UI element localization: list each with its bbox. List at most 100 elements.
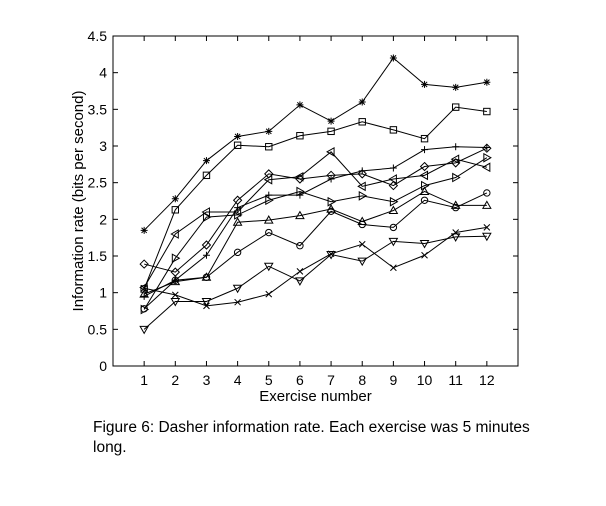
y-tick-label: 3.5 [88,101,108,117]
triangle-left-marker [357,181,366,192]
series-layer [139,54,492,335]
triangle-down-marker [481,232,492,242]
x-tick-label: 12 [479,372,495,388]
plot-area [112,35,519,367]
asterisk-marker [421,80,429,88]
diamond-marker [139,259,149,269]
triangle-left-marker [263,174,273,185]
asterisk-marker [327,117,335,125]
diamond-marker [388,180,399,191]
circle-marker [420,196,429,204]
triangle-up-marker [481,200,492,209]
triangle-right-marker [452,172,461,183]
square-marker [420,134,429,143]
triangle-down-marker [295,277,305,286]
y-tick-label: 2.5 [88,175,108,191]
plus-marker [452,143,460,151]
series-asterisk [140,54,491,234]
x-tick-label: 5 [265,372,273,388]
diamond-marker [357,169,367,179]
plus-marker [389,164,397,172]
diamond-marker [201,240,212,250]
x-axis: 1 2 3 4 5 6 7 8 9 10 11 12 [140,36,495,388]
x-tick-label: 9 [389,372,397,388]
circle-marker [233,248,242,257]
plus-marker [483,143,491,151]
series-diamond [139,143,492,277]
cross-marker [483,224,491,231]
series-line-asterisk [143,57,487,231]
plus-marker [202,251,210,259]
diamond-marker [419,161,430,172]
line-chart: 00.511.522.533.544.5 1 2 3 4 5 6 7 8 9 10 11 12 Exe… [70,28,519,405]
triangle-left-marker [139,282,148,293]
triangle-right-marker [234,210,243,220]
triangle-down-marker [419,240,430,249]
triangle-left-marker [388,174,397,184]
square-marker [483,107,491,116]
triangle-down-marker [232,284,243,294]
triangle-down-marker [201,297,212,307]
series-line-triangle-right [143,157,488,310]
x-axis-label: Exercise number [259,388,372,405]
triangle-right-marker [296,186,305,197]
x-tick-label: 2 [171,372,179,388]
square-marker [171,206,180,214]
triangle-down-marker [263,262,274,272]
asterisk-marker [296,101,304,109]
asterisk-marker [140,226,148,234]
square-marker [265,143,273,151]
series-line-square [143,106,487,290]
triangle-right-marker [327,196,337,207]
square-marker [327,127,335,136]
cross-marker [140,284,148,292]
series-cross [140,224,491,310]
square-marker [358,118,366,126]
diamond-marker [170,267,181,277]
x-tick-label: 3 [203,372,211,388]
diamond-marker [326,170,336,181]
triangle-up-marker [295,210,305,220]
square-marker [389,126,398,134]
triangle-up-marker [263,215,274,224]
cross-marker [265,290,273,298]
triangle-right-marker [358,191,368,201]
series-line-diamond [144,147,488,273]
circle-marker [171,276,180,284]
triangle-right-marker [389,196,399,207]
series-line-cross [144,226,487,307]
y-tick-label: 4.5 [88,28,108,44]
triangle-right-marker [265,195,274,206]
figure-caption: Figure 6: Dasher information rate. Each … [93,419,530,456]
circle-marker [202,273,211,281]
y-tick-label: 1 [99,285,107,301]
triangle-left-marker [232,207,242,217]
triangle-up-marker [232,217,243,226]
series-triangle-right [140,152,492,315]
diamond-marker [482,143,492,153]
series-line-triangle-left [143,151,487,288]
cross-marker [358,240,366,248]
x-tick-label: 6 [296,372,304,388]
diamond-marker [232,195,243,205]
triangle-left-marker [170,229,179,239]
y-tick-label: 0 [99,358,107,374]
series-line-circle [143,192,488,310]
triangle-left-marker [419,170,429,181]
triangle-right-marker [202,212,212,222]
x-tick-label: 10 [417,372,433,388]
y-axis-label: Information rate (bits per second) [70,91,87,312]
x-tick-label: 4 [234,372,242,388]
triangle-down-marker [357,257,368,267]
y-tick-label: 0.5 [88,321,108,337]
cross-marker [234,298,241,306]
circle-marker [358,220,366,229]
series-line-plus [143,146,487,297]
circle-marker [296,242,304,250]
asterisk-marker [171,195,179,203]
asterisk-marker [202,157,210,165]
asterisk-marker [265,127,273,135]
triangle-down-marker [326,251,336,260]
square-marker [202,171,211,180]
asterisk-marker [389,54,397,62]
